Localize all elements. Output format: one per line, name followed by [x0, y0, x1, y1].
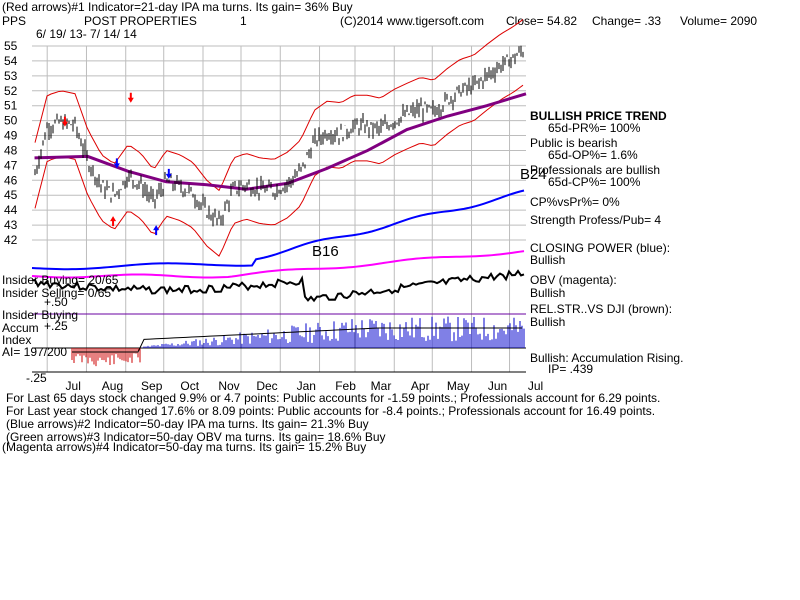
relstr-label: REL.STR..VS DJI (brown):	[530, 302, 673, 316]
copyright: (C)2014 www.tigersoft.com	[340, 14, 485, 28]
down-arrow-icon	[165, 168, 172, 179]
obv-series	[31, 250, 525, 279]
accumulation-histogram	[32, 313, 526, 367]
footer-line-4: (Green arrows)#3 Indicator=50-day OBV ma…	[6, 430, 386, 444]
cp-vs-pr: CP%vsPr%= 0%	[530, 195, 620, 209]
footer-line-5: (Magenta arrows)#4 Indicator=50-day ma t…	[2, 440, 367, 454]
closing-power-state: Bullish	[530, 253, 566, 267]
relative-strength-line	[31, 269, 525, 303]
footer-line-3: (Blue arrows)#2 Indicator=50-day IPA ma …	[6, 417, 369, 431]
public-bearish: Public is bearish	[530, 136, 618, 150]
y-tick-label: 47	[4, 158, 18, 172]
price-bars	[34, 45, 524, 227]
moving-average	[34, 92, 527, 191]
header-indicator-line: (Red arrows)#1 Indicator=21-day IPA ma t…	[2, 0, 353, 14]
x-tick-label: Jul	[66, 379, 81, 393]
x-tick-label: Oct	[180, 379, 199, 393]
down-arrow-icon	[61, 116, 68, 127]
op65: 65d-OP%= 1.6%	[548, 148, 638, 162]
plus50-label: +.50	[44, 295, 68, 309]
close-value: Close= 54.82	[506, 14, 578, 28]
obv-line	[31, 250, 525, 279]
up-arrow-icon	[153, 225, 160, 236]
ma-line	[34, 92, 527, 191]
bullish-price-trend: BULLISH PRICE TREND	[530, 109, 667, 123]
y-tick-label: 55	[4, 39, 18, 53]
lower-band	[34, 84, 524, 257]
closing-power-series	[31, 189, 525, 271]
header-number: 1	[240, 14, 247, 28]
y-tick-label: 51	[4, 99, 18, 113]
down-arrow-icon	[113, 158, 120, 169]
y-tick-label: 48	[4, 143, 18, 157]
down-arrow-icon	[127, 92, 134, 103]
footer-line-1: For Last 65 days stock changed 9.9% or 4…	[6, 391, 661, 405]
minus25-label: -.25	[26, 371, 47, 385]
accum-state: Bullish: Accumulation Rising.	[530, 351, 684, 365]
closing-power-label: CLOSING POWER (blue):	[530, 241, 671, 255]
professionals-bullish: Professionals are bullish	[530, 163, 661, 177]
x-tick-label: Jun	[488, 379, 507, 393]
footer-line-2: For Last year stock changed 17.6% or 8.0…	[6, 404, 656, 418]
x-tick-label: May	[447, 379, 470, 393]
volume-value: Volume= 2090	[680, 14, 758, 28]
y-tick-label: 52	[4, 84, 18, 98]
x-tick-label: Aug	[102, 379, 123, 393]
insider-buying-label: Insider Buying	[2, 308, 79, 322]
x-tick-label: Mar	[371, 379, 392, 393]
obv-state: Bullish	[530, 286, 566, 300]
x-tick-label: Sep	[141, 379, 163, 393]
signal-arrows	[61, 92, 172, 236]
y-tick-label: 54	[4, 54, 18, 68]
relstr-state: Bullish	[530, 315, 566, 329]
x-tick-label: Jul	[528, 379, 543, 393]
y-tick-label: 42	[4, 233, 18, 247]
y-tick-label: 49	[4, 129, 18, 143]
index-label: Index	[2, 333, 32, 347]
x-tick-label: Jan	[297, 379, 316, 393]
date-range: 6/ 19/ 13- 7/ 14/ 14	[36, 27, 137, 41]
y-tick-label: 44	[4, 203, 18, 217]
b24-label: B24	[520, 166, 547, 183]
y-tick-label: 53	[4, 69, 18, 83]
envelope-bands	[34, 19, 524, 257]
up-arrow-icon	[110, 216, 117, 227]
company-name: POST PROPERTIES	[84, 14, 197, 28]
plus25-label: +.25	[44, 319, 68, 333]
ip-value: IP= .439	[548, 362, 594, 376]
strength: Strength Profess/Pub= 4	[530, 213, 662, 227]
ai-value: AI= 197/200	[2, 345, 68, 359]
y-tick-label: 43	[4, 218, 18, 232]
x-tick-label: Feb	[335, 379, 356, 393]
pr65: 65d-PR%= 100%	[548, 121, 641, 135]
x-tick-label: Nov	[218, 379, 239, 393]
closing-power-line	[31, 189, 525, 271]
accum-label: Accum	[2, 321, 39, 335]
change-value: Change= .33	[592, 14, 662, 28]
chart-grid	[32, 45, 526, 372]
y-tick-label: 45	[4, 188, 18, 202]
cp65: 65d-CP%= 100%	[548, 175, 641, 189]
x-axis: Jul Aug Sep Oct Nov Dec Jan Feb Mar Apr May Jun Jul	[32, 371, 543, 393]
insider-buying-ratio: Insider Buying= 20/65	[2, 273, 119, 287]
y-tick-label: 50	[4, 114, 18, 128]
insider-selling-ratio: Insider Selling= 0/65	[2, 286, 112, 300]
x-tick-label: Dec	[256, 379, 277, 393]
accum-ma	[72, 327, 522, 353]
relstr-series	[31, 269, 525, 303]
b16-label: B16	[312, 243, 339, 260]
y-tick-label: 46	[4, 173, 18, 187]
stock-symbol: PPS	[2, 14, 27, 28]
x-tick-label: Apr	[411, 379, 430, 393]
obv-label: OBV (magenta):	[530, 273, 617, 287]
